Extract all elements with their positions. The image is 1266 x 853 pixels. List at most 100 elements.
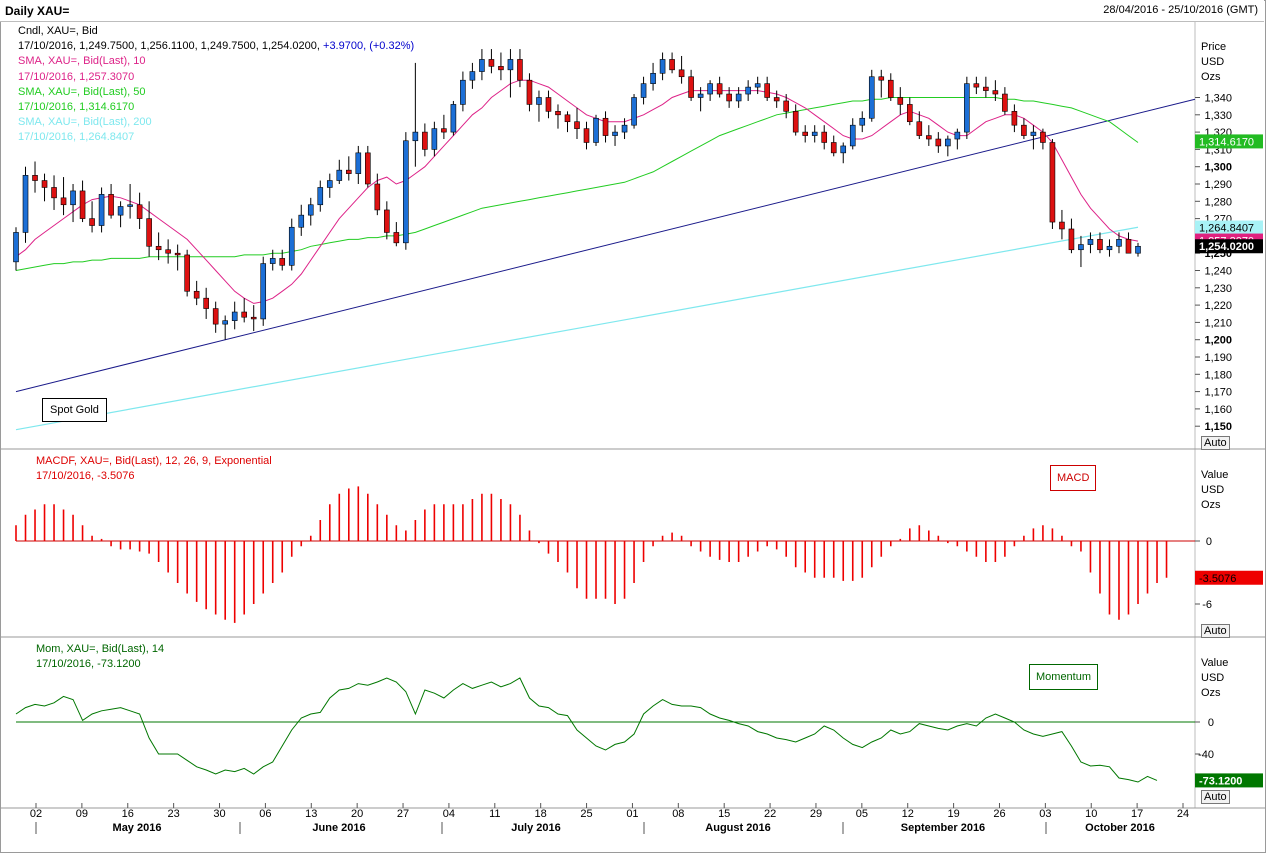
candle-body: [697, 93, 704, 98]
candle-body: [326, 180, 333, 188]
axis-title-line: Ozs: [1201, 71, 1221, 83]
momentum-line: [15, 677, 1158, 783]
macd-value-tag-text: -3.5076: [1199, 573, 1236, 585]
price-axis-title: Price USD Ozs: [1201, 40, 1226, 85]
candle-body: [184, 254, 190, 292]
legend-line: 17/10/2016, 1,314.6170: [18, 101, 135, 114]
mom-value-tag: [1195, 773, 1263, 788]
candle-body: [650, 72, 656, 84]
axis-title-line: Ozs: [1201, 687, 1221, 699]
candle-body: [431, 128, 438, 150]
candle-body: [726, 93, 732, 102]
trendline: [15, 98, 1196, 393]
mom-tick-label: 0: [1208, 717, 1214, 729]
candle-body: [403, 140, 409, 244]
candle-body: [1059, 221, 1065, 230]
candle-body: [279, 258, 286, 266]
candle-body: [60, 197, 67, 206]
x-day-label: 30: [213, 808, 225, 820]
candle-body: [174, 252, 181, 256]
x-month-label: September 2016: [901, 822, 985, 834]
price-legend: Cndl, XAU=, Bid 17/10/2016, 1,249.7500, 1…: [18, 24, 414, 146]
macd-tick-label: -6: [1202, 599, 1212, 611]
candle-body: [926, 135, 932, 140]
x-day-label: 13: [305, 808, 317, 820]
candle-body: [764, 83, 770, 98]
candle-body: [460, 79, 466, 105]
candle-body: [868, 76, 875, 119]
candle-body: [336, 169, 343, 181]
macd-auto-button[interactable]: Auto: [1201, 624, 1230, 638]
candle-body: [32, 175, 38, 181]
price-value-tag-text: 1,254.0200: [1199, 241, 1254, 253]
candle-body: [441, 128, 447, 133]
candle-body: [1011, 111, 1018, 126]
candle-body: [783, 100, 789, 112]
candle-body: [136, 204, 143, 219]
candle-body: [22, 175, 29, 233]
candle-body: [70, 190, 76, 206]
candle-body: [507, 59, 514, 71]
candle-body: [574, 121, 580, 129]
x-axis: 02 09 16 23 30 06 13 20 27 04 11 18 25 01 08 15 22 29 05 12…: [30, 803, 1189, 834]
candle-body: [517, 59, 523, 81]
candle-body: [269, 258, 276, 264]
candle-body: [384, 209, 390, 233]
candle-body: [602, 117, 609, 136]
x-day-label: 12: [902, 808, 914, 820]
price-tick-label: 1,190: [1204, 352, 1232, 364]
candle-body: [1068, 228, 1075, 251]
legend-line: 17/10/2016, 1,257.3070: [18, 70, 135, 83]
candle-body: [307, 204, 314, 216]
momentum-panel: 0 -40 -73.1200: [15, 677, 1263, 788]
candle-body: [79, 190, 86, 219]
price-auto-button[interactable]: Auto: [1201, 436, 1230, 450]
candle-body: [365, 152, 371, 185]
candle-body: [583, 128, 590, 143]
price-tick-label: 1,300: [1204, 162, 1232, 174]
legend-line: 17/10/2016, 1,249.7500, 1,256.1100, 1,24…: [18, 39, 414, 54]
candle-body: [983, 86, 989, 91]
x-day-label: 17: [1131, 808, 1143, 820]
price-value-tag-text: 1,264.8407: [1199, 223, 1254, 235]
candle-body: [526, 79, 533, 105]
candle-body: [1002, 93, 1008, 112]
candle-body: [498, 66, 504, 71]
macd-panel: 0 -6 -3.5076: [15, 486, 1263, 623]
candle-body: [89, 218, 95, 226]
candle-body: [479, 59, 485, 72]
x-day-label: 23: [168, 808, 180, 820]
macd-value-tag: [1195, 570, 1263, 585]
price-tick-label: 1,330: [1204, 110, 1232, 122]
x-day-label: 19: [947, 808, 959, 820]
candle-body: [887, 79, 894, 98]
candle-body: [1049, 142, 1056, 223]
candle-body: [212, 308, 219, 325]
candle-body: [973, 83, 980, 88]
candle-body: [773, 97, 780, 102]
macd-axis-title: Value USD Ozs: [1201, 468, 1228, 513]
candle-body: [98, 194, 105, 226]
candle-body: [298, 214, 305, 228]
x-day-label: 01: [626, 808, 638, 820]
candle-body: [222, 320, 228, 325]
candle-body: [735, 93, 742, 102]
mom-legend: Mom, XAU=, Bid(Last), 14 17/10/2016, -73.…: [36, 642, 164, 672]
macd-label: MACD: [1050, 465, 1097, 491]
price-value-tag-text: 1,314.6170: [1199, 136, 1254, 148]
candle-body: [155, 245, 162, 251]
price-tick-label: 1,280: [1204, 196, 1232, 208]
legend-line: Mom, XAU=, Bid(Last), 14: [36, 643, 165, 655]
candle-body: [1106, 245, 1113, 251]
mom-auto-button[interactable]: Auto: [1201, 790, 1230, 804]
candle-body: [954, 131, 961, 140]
x-day-label: 20: [351, 808, 363, 820]
candle-body: [393, 232, 400, 244]
macd-tick-label: 0: [1206, 536, 1212, 548]
candle-body: [108, 194, 114, 216]
axis-title-line: Price: [1201, 41, 1227, 53]
candle-body: [165, 249, 171, 254]
candle-body: [13, 232, 19, 263]
candle-body: [345, 169, 352, 174]
